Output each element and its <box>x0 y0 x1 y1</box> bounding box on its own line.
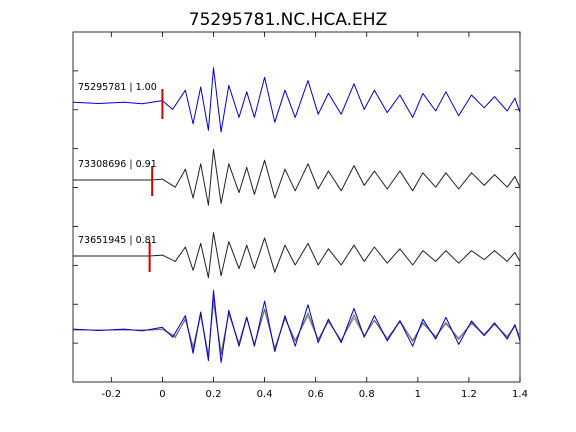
trace-label: 75295781 | 1.00 <box>78 82 157 93</box>
waveform-trace <box>72 67 521 133</box>
x-tick-label: 0.2 <box>206 389 222 400</box>
x-tick-labels: -0.2 0 0.2 0.4 0.6 0.8 1 1.2 1.4 <box>102 389 528 400</box>
trace-labels: 75295781 | 1.00 73308696 | 0.91 73651945 |… <box>78 82 157 246</box>
x-tick-label: 0 <box>159 389 165 400</box>
x-tick-label: 1.4 <box>512 389 528 400</box>
x-tick-label: -0.2 <box>102 389 122 400</box>
x-tick-label: 0.4 <box>257 389 273 400</box>
x-tick-label: 0.6 <box>308 389 324 400</box>
overlay-trace <box>73 303 521 355</box>
overlay-trace <box>73 297 521 358</box>
x-tick-label: 0.8 <box>359 389 375 400</box>
trace-label: 73308696 | 0.91 <box>78 159 157 170</box>
overlay-trace <box>72 289 521 363</box>
traces <box>72 67 521 279</box>
x-tick-label: 1.2 <box>461 389 477 400</box>
axis-ticks <box>73 32 521 382</box>
waveform-trace <box>73 232 521 279</box>
overlay-traces <box>72 289 521 363</box>
plot-frame <box>72 31 521 383</box>
chart-title: 75295781.NC.HCA.EHZ <box>189 10 387 30</box>
trace-label: 73651945 | 0.81 <box>78 235 157 246</box>
waveform-trace <box>73 148 521 206</box>
x-tick-label: 1 <box>415 389 421 400</box>
